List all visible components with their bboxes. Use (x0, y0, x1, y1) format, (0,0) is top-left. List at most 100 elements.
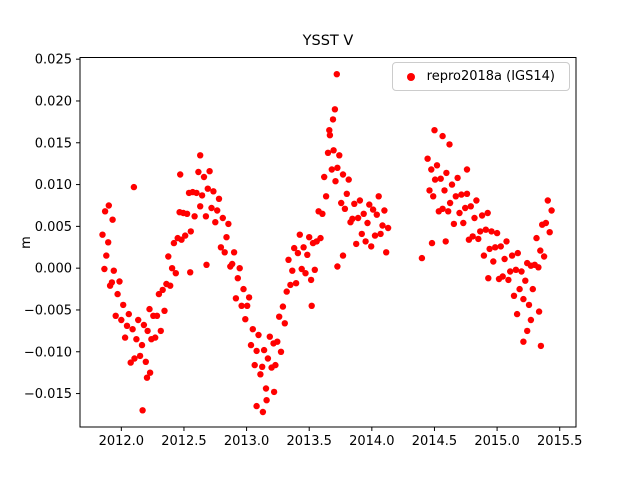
data-point (548, 207, 555, 214)
data-point (535, 308, 543, 315)
y-tick-label: 0.020 (35, 94, 72, 109)
data-point (377, 230, 384, 238)
data-point (245, 294, 253, 301)
data-point (253, 402, 260, 410)
data-point (146, 305, 153, 313)
data-point (274, 338, 281, 345)
data-point (178, 236, 185, 243)
data-point (371, 232, 379, 239)
data-point (217, 244, 225, 251)
data-point (492, 244, 499, 251)
data-point (520, 295, 527, 303)
data-point (510, 292, 518, 299)
data-point (343, 190, 350, 197)
data-point (264, 355, 272, 362)
data-point (520, 338, 527, 345)
data-point (319, 210, 326, 217)
data-point (484, 209, 491, 217)
data-point (537, 342, 545, 350)
data-point (195, 168, 202, 176)
data-point (244, 302, 251, 309)
x-tick-label: 2015.5 (537, 434, 583, 449)
data-point (165, 253, 172, 260)
data-point (257, 371, 264, 378)
data-point (101, 265, 108, 273)
data-point (172, 270, 179, 277)
data-point (446, 199, 454, 207)
data-point (341, 205, 349, 212)
data-point (317, 234, 324, 242)
data-point (339, 171, 347, 178)
data-point (508, 252, 516, 259)
data-point (283, 288, 290, 295)
data-point (330, 147, 337, 154)
x-tick-label: 2014.5 (412, 434, 458, 449)
data-point (127, 359, 134, 366)
data-point (121, 334, 129, 341)
data-point (308, 302, 315, 309)
data-point (193, 189, 200, 197)
data-point (289, 267, 296, 274)
data-point (215, 195, 223, 202)
data-point (109, 216, 116, 223)
data-point (426, 187, 433, 194)
data-point (445, 208, 452, 215)
data-point (321, 173, 328, 181)
y-tick-label: −0.010 (24, 345, 72, 360)
data-point (525, 301, 533, 309)
data-point (225, 220, 232, 228)
data-point (152, 334, 159, 341)
data-point (332, 178, 339, 185)
axes-frame (79, 57, 577, 428)
data-point (381, 207, 388, 214)
data-point (450, 220, 458, 228)
data-point (204, 185, 211, 192)
y-tick-label: 0.000 (35, 262, 72, 277)
data-point (161, 307, 168, 314)
x-tick-label: 2013.0 (224, 434, 270, 449)
data-point (294, 249, 302, 257)
data-point (155, 290, 163, 298)
data-point (546, 229, 553, 236)
x-tick-label: 2012.0 (99, 434, 145, 449)
data-point (223, 234, 230, 241)
data-point (291, 244, 298, 252)
data-point (469, 233, 476, 240)
data-point (133, 336, 140, 343)
data-point (437, 175, 444, 182)
data-point (475, 235, 482, 243)
data-point (477, 228, 484, 235)
data-point (272, 361, 279, 369)
data-point (384, 224, 392, 232)
data-point (518, 268, 525, 275)
data-point (324, 149, 332, 156)
data-point (478, 212, 486, 219)
data-point (433, 162, 441, 169)
data-point (238, 302, 245, 309)
data-point (177, 171, 184, 178)
data-point (221, 249, 228, 256)
data-point (101, 208, 109, 215)
data-point (251, 361, 258, 369)
data-point (524, 327, 531, 335)
data-point (187, 269, 194, 276)
data-point (191, 213, 198, 220)
data-point (448, 181, 456, 188)
data-point (333, 71, 340, 78)
data-point (360, 210, 367, 217)
data-point (486, 245, 493, 253)
data-point (535, 264, 542, 271)
data-point (208, 204, 215, 212)
data-point (366, 201, 373, 208)
data-point (356, 197, 364, 204)
data-point (292, 280, 300, 287)
data-point (183, 210, 191, 217)
data-point (300, 244, 307, 251)
data-point (232, 295, 240, 302)
data-point (334, 164, 341, 171)
data-point (110, 267, 118, 274)
data-point (446, 141, 453, 148)
data-point (485, 275, 492, 282)
data-point (146, 369, 154, 376)
data-point (540, 253, 548, 260)
